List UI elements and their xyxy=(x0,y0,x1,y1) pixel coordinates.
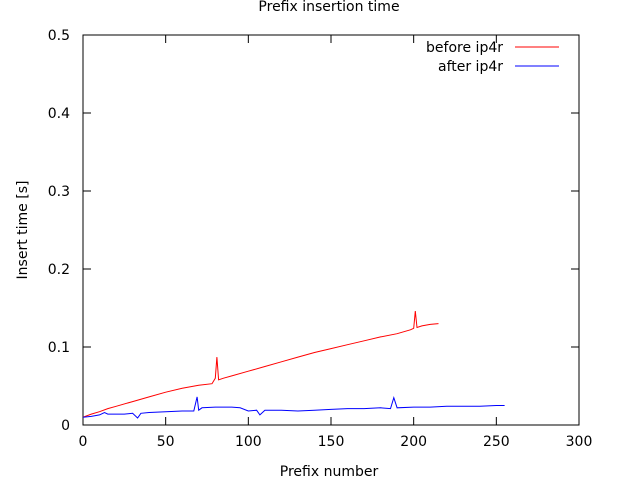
y-tick-label: 0.1 xyxy=(48,340,70,356)
legend-label: before ip4r xyxy=(426,40,503,56)
y-tick-label: 0.3 xyxy=(48,184,70,200)
y-tick-label: 0.4 xyxy=(48,106,70,122)
plot-frame xyxy=(82,34,580,426)
y-axis-label: Insert time [s] xyxy=(15,181,31,280)
legend: before ip4r after ip4r xyxy=(426,40,559,75)
legend-label: after ip4r xyxy=(438,59,503,75)
x-tick-label: 100 xyxy=(235,434,262,450)
y-tick-label: 0 xyxy=(61,418,70,434)
chart-title: Prefix insertion time xyxy=(258,0,399,15)
series-line-1 xyxy=(82,311,439,418)
x-tick-label: 150 xyxy=(318,434,345,450)
x-axis-label: Prefix number xyxy=(280,464,379,480)
y-tick-label: 0.2 xyxy=(48,262,70,278)
series-lines xyxy=(82,311,505,419)
x-tick-label: 200 xyxy=(400,434,427,450)
axis-ticks: 0 50 100 150 200 250 300 0 0.1 0.2 0.3 0.4 0.5 xyxy=(48,28,593,450)
x-tick-label: 300 xyxy=(566,434,593,450)
x-tick-label: 50 xyxy=(157,434,175,450)
series-line-2 xyxy=(82,396,505,419)
y-tick-label: 0.5 xyxy=(48,28,70,44)
x-tick-label: 250 xyxy=(483,434,510,450)
x-tick-label: 0 xyxy=(79,434,88,450)
